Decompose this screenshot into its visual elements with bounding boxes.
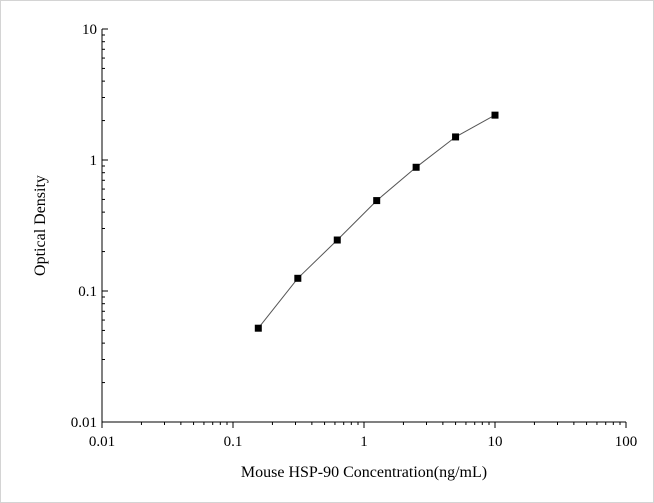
x-tick-label: 0.1 [224,434,243,450]
data-point [452,133,460,141]
x-tick-label: 10 [488,434,503,450]
series-line [257,114,496,329]
y-tick-label: 0.01 [71,415,97,431]
tick-labels: 0.01 0.1 1 10 100 0.01 0.1 1 10 [71,22,638,450]
y-tick-label: 10 [82,22,97,38]
x-tick-label: 1 [360,434,368,450]
data-point [412,163,420,171]
data-series [254,111,499,332]
x-tick-label: 100 [615,434,638,450]
data-point [294,274,302,282]
x-tick-label: 0.01 [89,434,115,450]
y-tick-label: 1 [90,153,98,169]
ticks [101,28,627,428]
data-point [333,236,341,244]
data-point [373,197,381,205]
data-point [254,324,262,332]
y-axis-title: Optical Density [32,175,49,276]
y-tick-label: 0.1 [78,284,97,300]
x-axis-title: Mouse HSP-90 Concentration(ng/mL) [241,464,487,481]
data-point [491,111,499,119]
axes [101,29,626,423]
